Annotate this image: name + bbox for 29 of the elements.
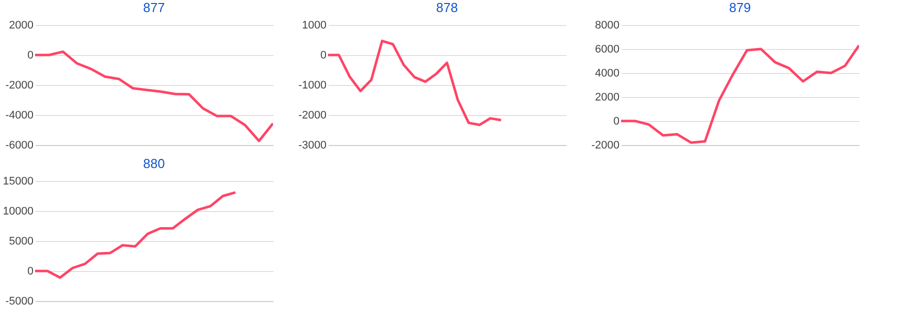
y-tick-label: 5000 bbox=[9, 236, 34, 248]
y-tick-label: 0 bbox=[27, 266, 34, 278]
y-tick-label: 0 bbox=[613, 116, 620, 128]
y-tick-label: 8000 bbox=[595, 20, 620, 32]
y-tick-label: 2000 bbox=[595, 92, 620, 104]
chart-title: 879 bbox=[729, 0, 751, 15]
chart-title: 878 bbox=[436, 0, 458, 15]
y-tick-label: 10000 bbox=[2, 206, 34, 218]
y-tick-label: 2000 bbox=[9, 20, 34, 32]
y-tick-label: -1000 bbox=[298, 80, 326, 92]
chart-title: 877 bbox=[143, 0, 165, 15]
y-tick-label: 0 bbox=[320, 50, 326, 62]
y-tick-label: -2000 bbox=[5, 80, 34, 92]
y-tick-label: -2000 bbox=[591, 140, 620, 152]
y-tick-label: -6000 bbox=[5, 140, 34, 152]
line-series bbox=[35, 50, 273, 142]
chart-title: 880 bbox=[143, 156, 165, 171]
y-tick-label: 15000 bbox=[2, 176, 34, 188]
y-tick-label: 0 bbox=[27, 50, 34, 62]
y-tick-label: 4000 bbox=[595, 68, 620, 80]
y-tick-label: -4000 bbox=[5, 110, 34, 122]
line-series bbox=[621, 44, 859, 144]
y-tick-label: -2000 bbox=[298, 110, 326, 122]
y-tick-label: -5000 bbox=[5, 296, 34, 308]
line-series bbox=[35, 191, 237, 279]
y-tick-label: -3000 bbox=[298, 140, 326, 152]
y-tick-label: 6000 bbox=[595, 44, 620, 56]
y-tick-label: 1000 bbox=[302, 20, 326, 32]
line-series bbox=[328, 40, 502, 126]
